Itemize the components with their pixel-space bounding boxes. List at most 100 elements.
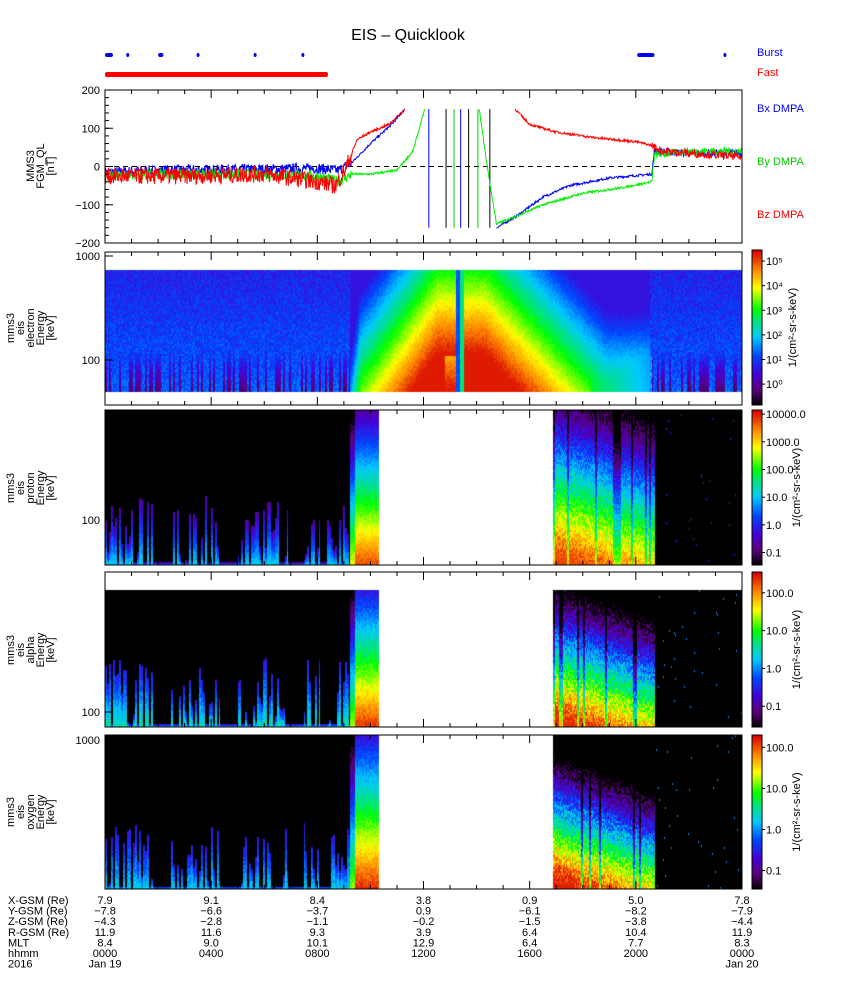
oxygen-spectrogram: [105, 735, 742, 889]
ephemeris-value: 3.9: [416, 927, 431, 939]
ephemeris-value: 11.9: [732, 927, 753, 939]
burst-interval: [637, 53, 655, 57]
y-label-line: mms3: [5, 635, 17, 665]
colorbar-tick-label: 100.0: [766, 588, 794, 600]
mode-bar: [105, 53, 727, 77]
ephemeris-value: 0000: [93, 948, 117, 960]
ephemeris-value: −1.5: [519, 916, 541, 928]
ephemeris-value: 6.4: [522, 937, 537, 949]
colorbar-frame: [751, 734, 763, 890]
ephemeris-value: 11.9: [95, 927, 116, 939]
colorbar-units: 1/(cm²-sr-s-keV): [791, 772, 803, 851]
panel-frame: [104, 251, 743, 406]
ephemeris-row-label: Y-GSM (Re): [8, 906, 68, 918]
burst-interval: [105, 53, 113, 57]
ephemeris-value: −6.6: [200, 906, 222, 918]
y-label-line: [nT]: [45, 157, 57, 176]
colorbar-units: 1/(cm²-sr-s-keV): [787, 288, 799, 367]
y-label-line: eis: [15, 320, 27, 335]
colorbar-tick-label: 1.0: [766, 824, 781, 836]
burst-interval: [301, 53, 305, 57]
colorbar-units: 1/(cm²-sr-s-keV): [791, 610, 803, 689]
axes: 2001000−100−200MMS3FGM_QL[nT]mms3eiselec…: [5, 85, 806, 890]
ephemeris-value: 0.9: [416, 906, 431, 918]
colorbar-tick-label: 10¹: [766, 354, 782, 366]
ephemeris-value: −7.9: [731, 906, 753, 918]
ephemeris-value: 11.6: [201, 927, 222, 939]
alpha-colorbar: [752, 572, 762, 727]
burst-interval: [158, 53, 164, 57]
y-tick-label: 1000: [76, 735, 100, 747]
colorbar-tick-label: 1.0: [766, 520, 781, 532]
y-label-line: MMS3: [25, 150, 37, 182]
y-tick-label: 1000: [76, 251, 100, 263]
proton-spectrogram: [105, 410, 742, 565]
ephemeris-value: 0000: [730, 948, 754, 960]
y-tick-label: 100: [82, 515, 100, 527]
ephemeris-value: 0.9: [522, 895, 537, 907]
colorbar-tick-label: 10²: [766, 330, 782, 342]
ephemeris-value: 7.9: [97, 895, 112, 907]
y-label-line: Energy: [35, 632, 47, 667]
ephemeris-value: 1200: [411, 948, 435, 960]
y-label-line: FGM_QL: [35, 143, 47, 188]
figure-title: EIS – Quicklook: [351, 27, 466, 44]
y-label-line: alpha: [25, 636, 37, 664]
ephemeris-value: −1.1: [306, 916, 328, 928]
legend-bz: Bz DMPA: [757, 209, 805, 221]
colorbar-tick-label: 10.0: [766, 783, 787, 795]
electron-spectrogram: [105, 252, 742, 405]
colorbar-frame: [751, 249, 763, 406]
fgm-panel: [104, 108, 743, 229]
y-label-line: Energy: [35, 794, 47, 829]
colorbar-tick-label: 0.1: [766, 548, 781, 560]
panel-frame: [104, 571, 743, 728]
y-label-line: [keV]: [45, 637, 57, 662]
burst-interval: [126, 53, 130, 57]
ephemeris-row-label: X-GSM (Re): [8, 895, 69, 907]
colorbar-tick-label: 10.0: [766, 492, 787, 504]
y-tick-label: 100: [82, 355, 100, 367]
burst-interval: [253, 53, 257, 57]
y-label-line: mms3: [5, 313, 17, 343]
colorbar-tick-label: 0.1: [766, 701, 781, 713]
burst-interval: [723, 53, 727, 57]
y-label-line: [keV]: [45, 799, 57, 824]
ephemeris-table: X-GSM (Re)Y-GSM (Re)Z-GSM (Re)R-GSM (Re)…: [8, 895, 759, 971]
colorbar-tick-label: 10⁴: [766, 281, 783, 293]
colorbar-tick-label: 10.0: [766, 626, 787, 638]
legend-bx: Bx DMPA: [757, 103, 805, 115]
ephemeris-value: −0.2: [413, 916, 435, 928]
ephemeris-value: Jan 19: [88, 959, 121, 971]
ephemeris-row-label: 2016: [8, 959, 32, 971]
ephemeris-row-label: Z-GSM (Re): [8, 916, 68, 928]
ephemeris-value: 5.0: [628, 895, 643, 907]
ephemeris-value: 6.4: [522, 927, 537, 939]
ephemeris-value: 2000: [624, 948, 648, 960]
y-tick-label: 0: [94, 162, 100, 174]
ephemeris-row-label: R-GSM (Re): [8, 927, 69, 939]
ephemeris-value: 9.3: [310, 927, 325, 939]
colorbar-tick-label: 1.0: [766, 663, 781, 675]
y-tick-label: −100: [75, 200, 100, 212]
ephemeris-value: 7.8: [734, 895, 749, 907]
ephemeris-value: 9.1: [204, 895, 219, 907]
y-tick-label: 100: [82, 707, 100, 719]
colorbar-tick-label: 0.1: [766, 866, 781, 878]
y-label-line: [keV]: [45, 475, 57, 500]
ephemeris-value: 8.4: [97, 937, 112, 949]
ephemeris-value: −6.1: [519, 906, 541, 918]
ephemeris-value: 12.9: [413, 937, 434, 949]
series-bz-dmpa: [514, 108, 743, 161]
colorbar-tick-label: 100.0: [766, 465, 794, 477]
colorbar-tick-label: 1000.0: [766, 437, 800, 449]
ephemeris-value: 0400: [199, 948, 223, 960]
alpha-spectrogram: [105, 572, 742, 727]
burst-label: Burst: [757, 47, 783, 59]
